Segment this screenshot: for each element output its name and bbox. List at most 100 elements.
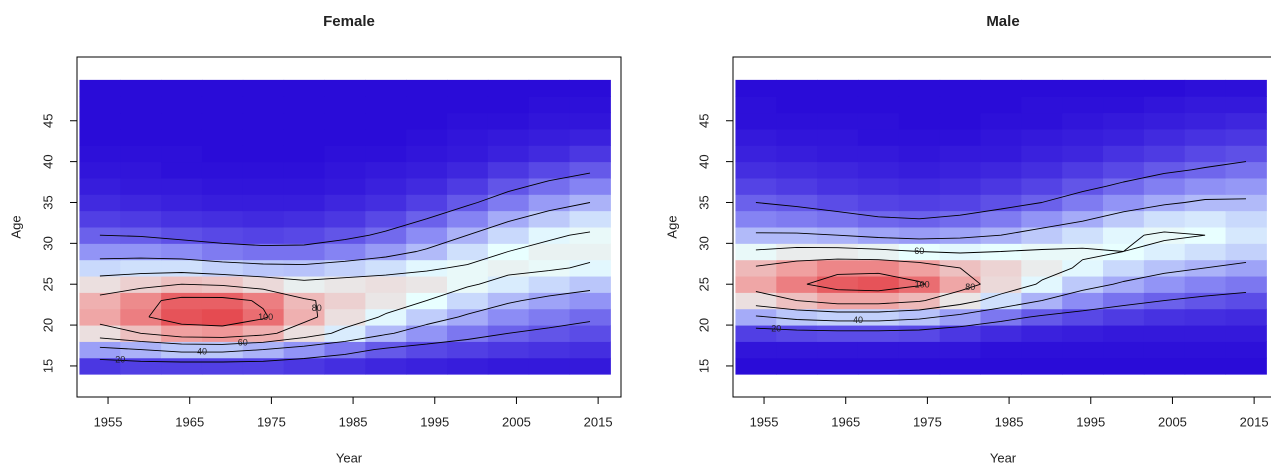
heatmap-cell bbox=[735, 325, 777, 342]
heatmap-cell bbox=[735, 227, 777, 244]
heatmap-cell bbox=[365, 276, 407, 293]
heatmap-cell bbox=[201, 161, 244, 179]
heatmap-cell bbox=[776, 357, 818, 375]
heatmap-cell bbox=[569, 79, 611, 97]
heatmap-cell bbox=[1021, 243, 1063, 261]
heatmap-cell bbox=[79, 79, 121, 97]
heatmap-cell bbox=[1143, 341, 1186, 359]
heatmap-cell bbox=[201, 357, 244, 375]
heatmap-cell bbox=[324, 243, 366, 261]
heatmap-cell bbox=[161, 259, 203, 277]
heatmap-cell bbox=[939, 341, 981, 359]
heatmap-cell bbox=[447, 243, 489, 261]
heatmap-cell bbox=[487, 145, 530, 163]
heatmap-cell bbox=[898, 194, 941, 212]
heatmap-cell bbox=[735, 357, 777, 375]
heatmap-cell bbox=[776, 177, 818, 195]
heatmap-cell bbox=[242, 227, 285, 244]
heatmap-cell bbox=[447, 161, 489, 179]
heatmap-cell bbox=[120, 243, 162, 261]
heatmap-cell bbox=[817, 161, 859, 179]
heatmap-cell bbox=[817, 112, 859, 130]
heatmap-cell bbox=[1021, 177, 1063, 195]
heatmap-cell bbox=[735, 128, 777, 146]
heatmap-cell bbox=[1143, 112, 1186, 130]
heatmap-cell bbox=[857, 79, 900, 97]
heatmap-cell bbox=[283, 79, 325, 97]
heatmap-cell bbox=[161, 243, 203, 261]
heatmap-cell bbox=[324, 276, 366, 293]
x-tick-label: 1975 bbox=[913, 414, 942, 429]
heatmap-cell bbox=[776, 96, 818, 114]
heatmap-cell bbox=[447, 96, 489, 114]
heatmap-cell bbox=[1143, 161, 1186, 179]
heatmap-cell bbox=[161, 308, 203, 326]
x-tick-label: 1985 bbox=[339, 414, 368, 429]
heatmap-cell bbox=[201, 308, 244, 326]
heatmap-cell bbox=[1021, 112, 1063, 130]
heatmap-cell bbox=[735, 292, 777, 310]
y-tick-label: 35 bbox=[40, 195, 55, 209]
heatmap-cell bbox=[324, 177, 366, 195]
heatmap-cell bbox=[817, 177, 859, 195]
heatmap-cell bbox=[79, 292, 121, 310]
heatmap-cell bbox=[120, 194, 162, 212]
heatmap-cell bbox=[898, 128, 941, 146]
contour-label: 100 bbox=[258, 312, 273, 322]
heatmap-cell bbox=[1225, 128, 1267, 146]
heatmap-cell bbox=[161, 161, 203, 179]
heatmap-cell bbox=[857, 210, 900, 228]
heatmap-cell bbox=[406, 96, 448, 114]
heatmap-cell bbox=[817, 145, 859, 163]
heatmap-cell bbox=[1184, 194, 1227, 212]
heatmap-cell bbox=[201, 292, 244, 310]
heatmap-cell bbox=[365, 161, 407, 179]
heatmap-cell bbox=[1103, 325, 1145, 342]
heatmap-cell bbox=[857, 112, 900, 130]
heatmap-cell bbox=[735, 79, 777, 97]
heatmap-cell bbox=[365, 128, 407, 146]
heatmap-cell bbox=[1021, 341, 1063, 359]
heatmap-cell bbox=[79, 341, 121, 359]
heatmap-cell bbox=[857, 194, 900, 212]
heatmap-cell bbox=[898, 276, 941, 293]
heatmap-cell bbox=[817, 308, 859, 326]
heatmap-cell bbox=[857, 96, 900, 114]
heatmap-cell bbox=[857, 227, 900, 244]
heatmap-cell bbox=[324, 145, 366, 163]
heatmap-cell bbox=[980, 276, 1022, 293]
heatmap-cell bbox=[980, 128, 1022, 146]
heatmap-cell bbox=[1225, 145, 1267, 163]
heatmap-cell bbox=[898, 308, 941, 326]
heatmap-cell bbox=[569, 194, 611, 212]
heatmap-cell bbox=[1021, 227, 1063, 244]
heatmap-cell bbox=[447, 308, 489, 326]
heatmap-cell bbox=[1103, 145, 1145, 163]
heatmap-cell bbox=[528, 145, 571, 163]
heatmap-cell bbox=[857, 325, 900, 342]
heatmap-cell bbox=[161, 341, 203, 359]
heatmap-cell bbox=[1062, 227, 1104, 244]
heatmap-cell bbox=[79, 112, 121, 130]
heatmap-cell bbox=[735, 210, 777, 228]
heatmap-cell bbox=[776, 194, 818, 212]
heatmap bbox=[79, 79, 611, 375]
heatmap-cell bbox=[1225, 79, 1267, 97]
heatmap-cell bbox=[283, 177, 325, 195]
heatmap-cell bbox=[1062, 145, 1104, 163]
heatmap-cell bbox=[201, 341, 244, 359]
heatmap-cell bbox=[528, 259, 571, 277]
heatmap-cell bbox=[1062, 357, 1104, 375]
heatmap-cell bbox=[1021, 210, 1063, 228]
heatmap-cell bbox=[242, 145, 285, 163]
heatmap-cell bbox=[735, 308, 777, 326]
heatmap-cell bbox=[242, 243, 285, 261]
x-axis-label: Year bbox=[336, 450, 363, 465]
heatmap-cell bbox=[898, 292, 941, 310]
heatmap-cell bbox=[939, 325, 981, 342]
heatmap-cell bbox=[1184, 227, 1227, 244]
heatmap-cell bbox=[1225, 357, 1267, 375]
heatmap-cell bbox=[365, 210, 407, 228]
heatmap-cell bbox=[406, 276, 448, 293]
contour-label: 40 bbox=[853, 315, 863, 325]
